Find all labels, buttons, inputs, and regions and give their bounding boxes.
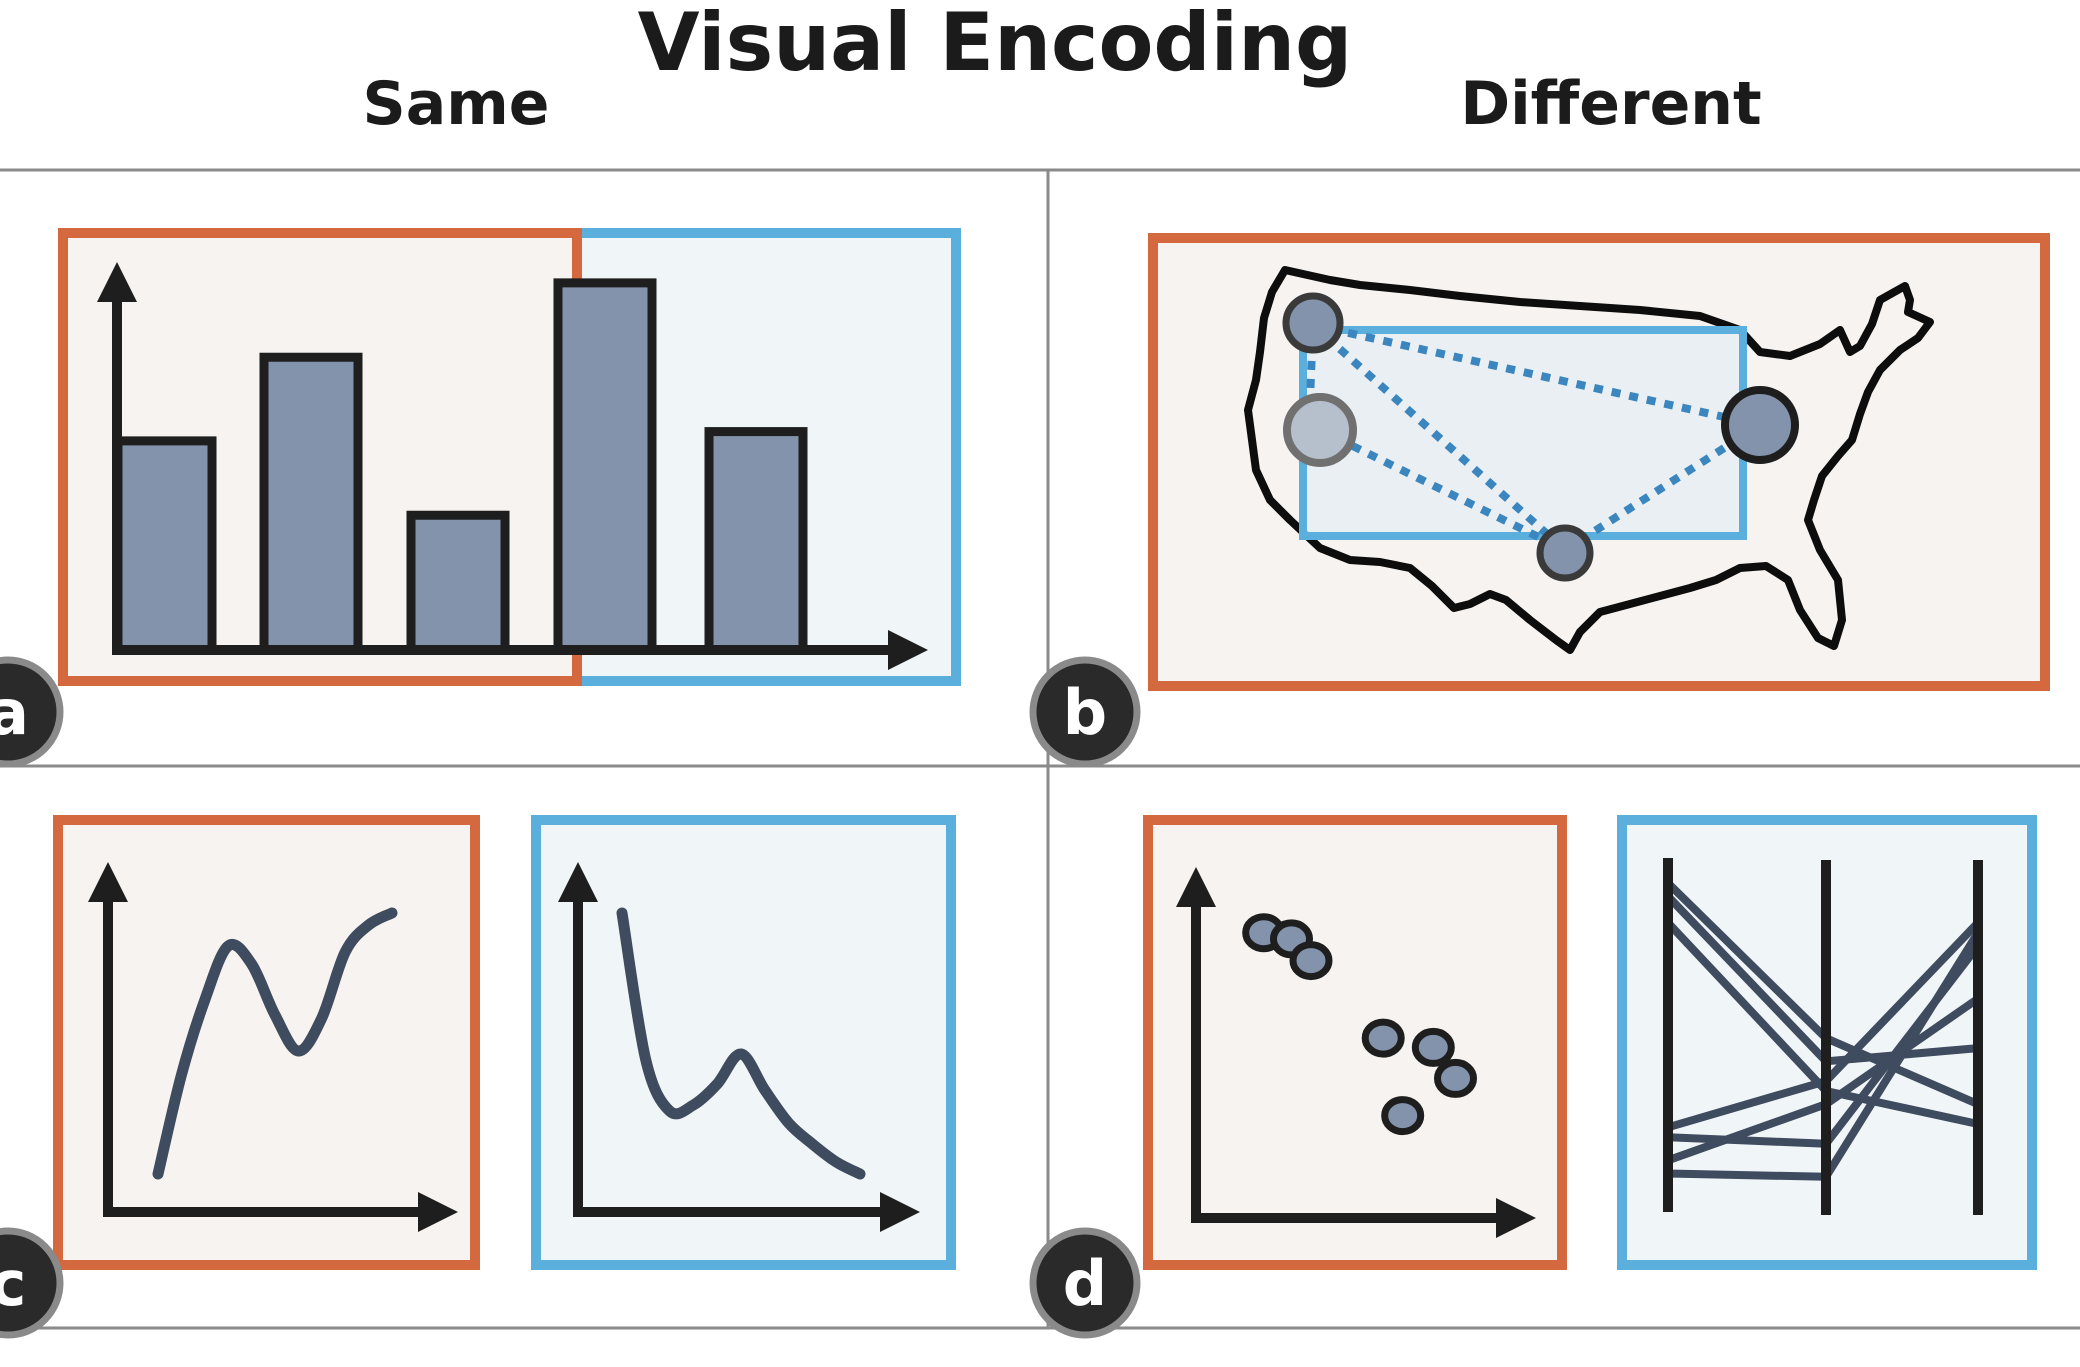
map-point-east	[1721, 386, 1799, 464]
map-point-south	[1536, 524, 1594, 582]
panel-a	[58, 228, 961, 686]
badge-a-label: a	[0, 676, 29, 749]
badge-a: a	[0, 656, 64, 768]
panel-b	[1148, 233, 2050, 691]
panel-c-orange-box	[53, 815, 480, 1270]
panel-d-orange-box	[1143, 815, 1567, 1270]
badge-b-label: b	[1063, 676, 1107, 749]
map-point-northwest	[1282, 292, 1344, 354]
figure-title: Visual Encoding	[638, 0, 1353, 89]
bar-3	[406, 510, 510, 655]
panel-d-scatter-points	[1242, 913, 1477, 1136]
bar-5	[704, 427, 808, 655]
panel-c-blue-box	[531, 815, 956, 1270]
panel-a-bars	[113, 278, 808, 655]
map-link	[1562, 421, 1763, 554]
bar-2	[259, 352, 363, 655]
panel-b-blue-box	[1299, 326, 1747, 540]
us-map-outline	[1244, 266, 1934, 654]
bar-4	[553, 278, 657, 655]
scatter-point	[1289, 941, 1333, 981]
badge-c: c	[0, 1227, 64, 1339]
panel-c-left-line	[152, 907, 398, 1180]
map-link	[1306, 324, 1317, 401]
panel-c	[53, 815, 956, 1270]
scatter-point	[1434, 1058, 1477, 1098]
column-header-same: Same	[363, 69, 550, 139]
badge-c-label: c	[0, 1247, 26, 1320]
scatter-point	[1381, 1096, 1425, 1136]
column-header-different: Different	[1460, 69, 1761, 139]
map-link	[1312, 321, 1761, 429]
panel-c-right-line	[616, 907, 866, 1180]
map-link	[1310, 322, 1568, 553]
badge-d-label: d	[1063, 1247, 1107, 1320]
panel-d	[1143, 815, 2037, 1270]
scatter-point	[1411, 1027, 1455, 1067]
badge-b: b	[1029, 656, 1141, 768]
badge-d: d	[1029, 1227, 1141, 1339]
scatter-point	[1361, 1018, 1405, 1058]
bar-1	[113, 436, 217, 655]
map-links	[1306, 321, 1763, 554]
map-point-west	[1283, 393, 1357, 467]
